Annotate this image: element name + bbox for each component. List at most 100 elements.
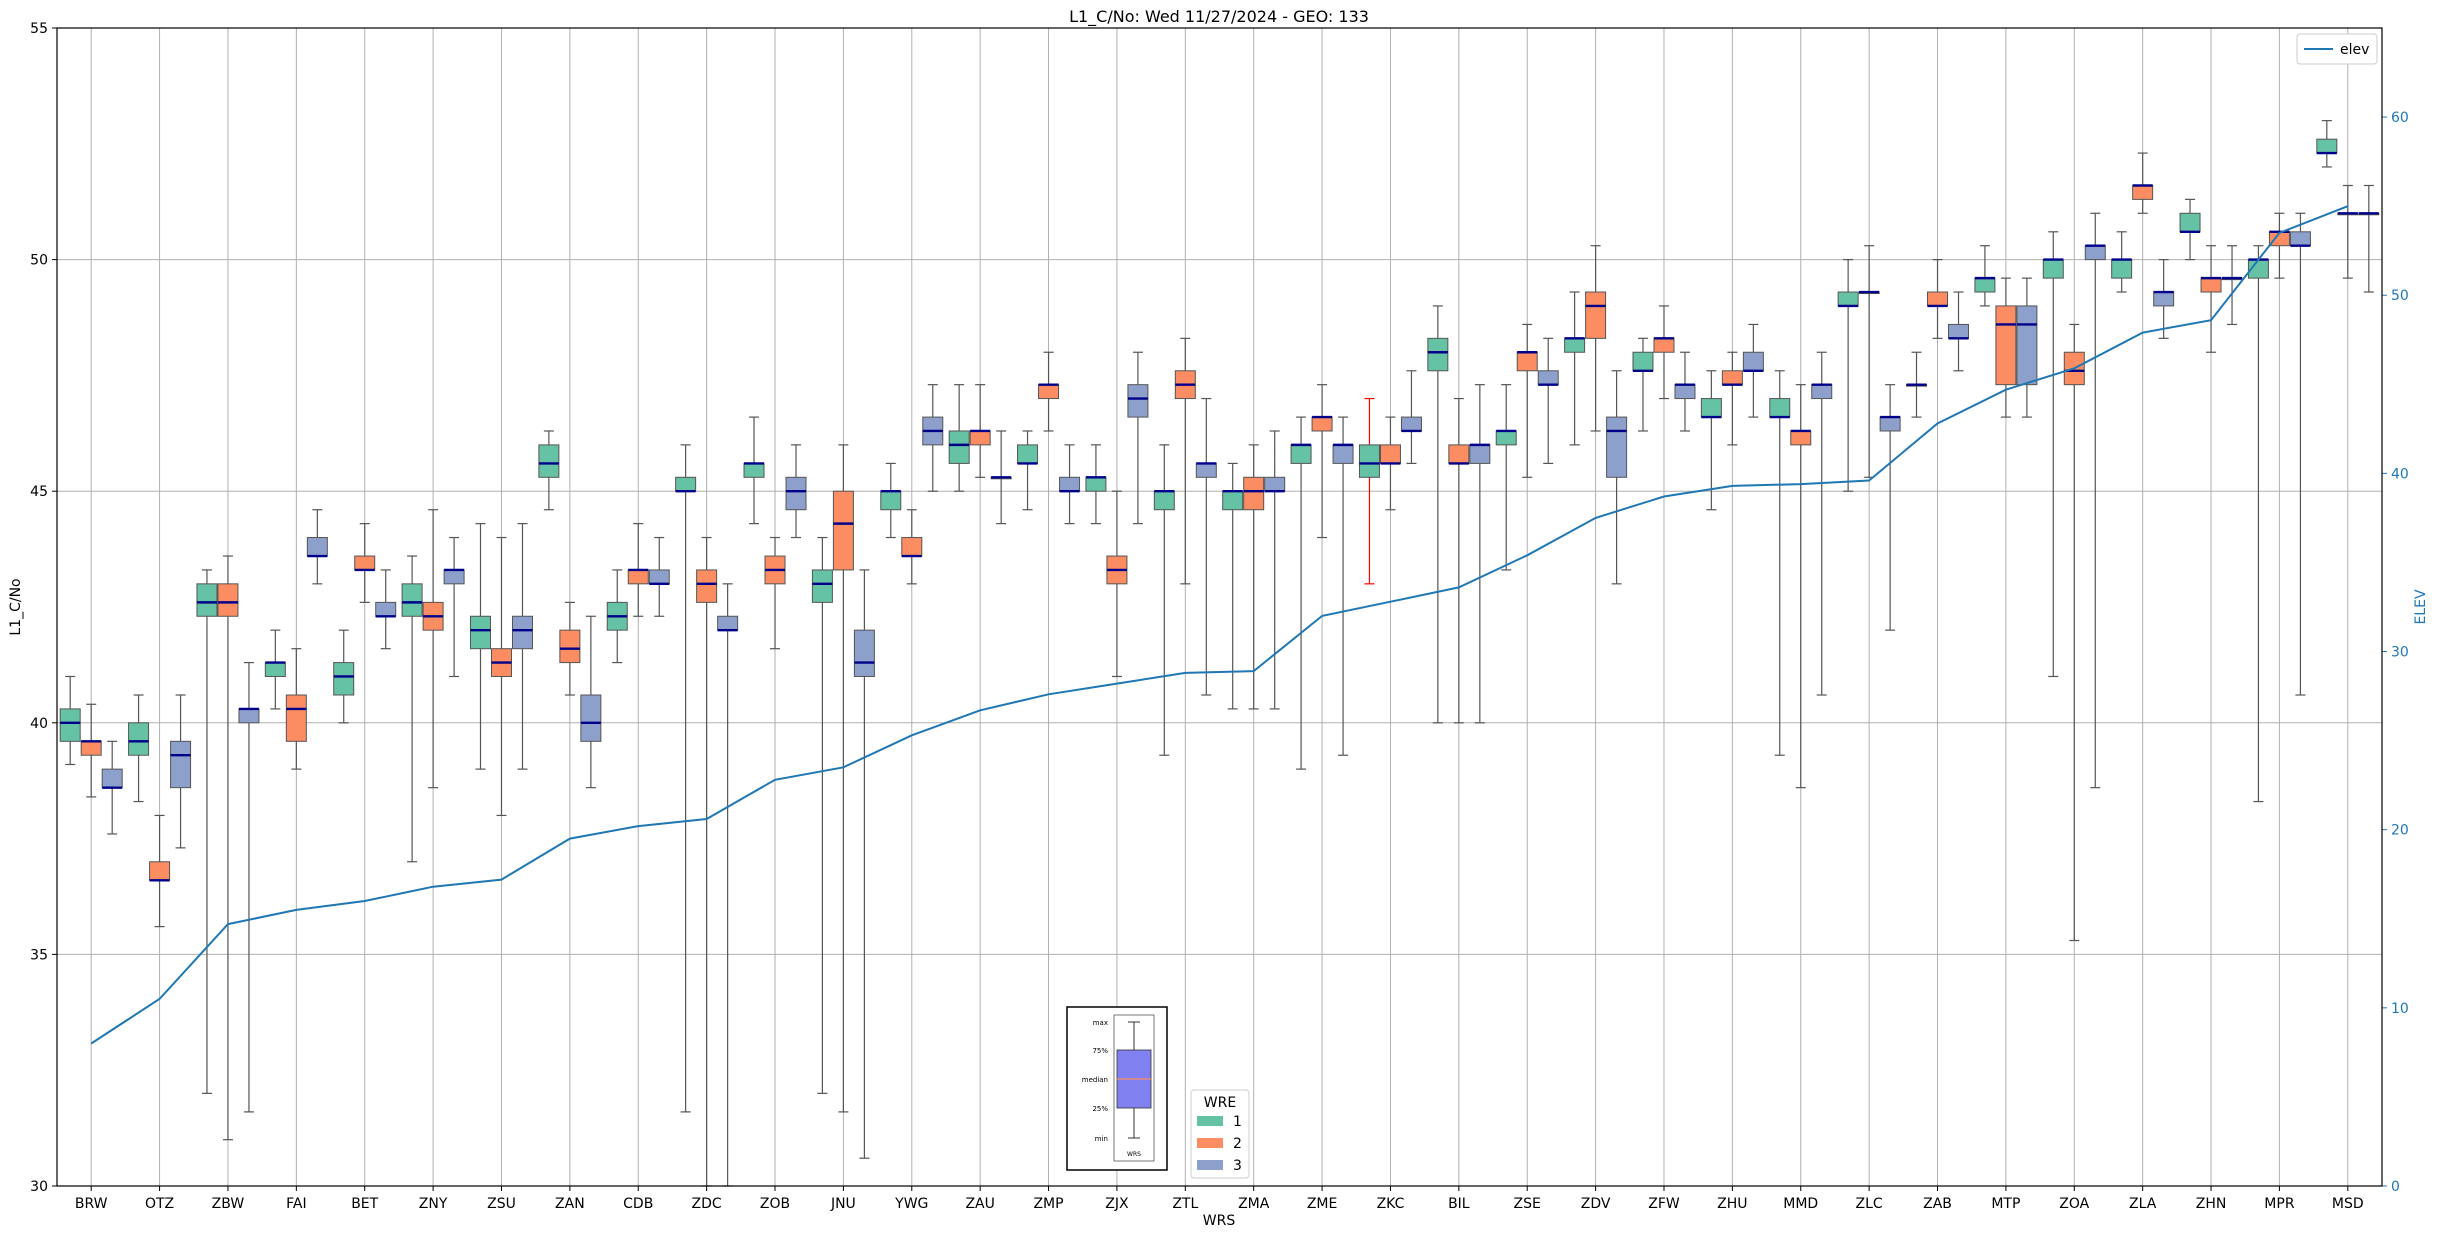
box-iqr	[538, 444, 560, 478]
box-wrs-zfw-wre-3	[1674, 351, 1696, 432]
x-tick-label: ZBW	[212, 1196, 245, 1212]
box-iqr	[1632, 351, 1654, 372]
box-wrs-bil-wre-1	[1427, 305, 1449, 724]
box-wrs-zbw-wre-2	[217, 555, 239, 1141]
box-wrs-msd-wre-1	[2316, 120, 2338, 168]
y2-tick-label: 10	[2391, 1001, 2409, 1017]
key-label-min: min	[1095, 1135, 1108, 1143]
box-wrs-bil-wre-2	[1448, 397, 1470, 724]
box-wrs-zlc-wre-1	[1837, 259, 1859, 492]
x-tick-label: ZME	[1307, 1196, 1338, 1212]
box-iqr	[1358, 444, 1380, 478]
box-iqr	[1995, 305, 2017, 386]
box-iqr	[1537, 370, 1559, 386]
box-wrs-msd-wre-2	[2337, 184, 2359, 279]
box-wrs-fai-wre-2	[285, 648, 307, 770]
y-tick-label: 55	[30, 21, 48, 37]
box-wrs-ztl-wre-2	[1174, 337, 1196, 585]
box-wrs-zla-wre-2	[2132, 152, 2154, 214]
box-wrs-ywg-wre-2	[901, 509, 923, 585]
x-tick-label: ZHN	[2196, 1196, 2227, 1212]
box-iqr	[1379, 444, 1401, 464]
box-wrs-zse-wre-1	[1495, 384, 1517, 571]
box-iqr	[648, 569, 670, 585]
box-wrs-zhu-wre-1	[1700, 370, 1722, 511]
box-wrs-bil-wre-3	[1469, 384, 1491, 724]
key-label-q3: 75%	[1092, 1047, 1108, 1055]
box-iqr	[1564, 337, 1586, 353]
x-tick-label: ZDC	[692, 1196, 722, 1212]
box-iqr	[264, 662, 286, 677]
box-wrs-zsu-wre-3	[511, 523, 533, 770]
box-iqr	[1290, 444, 1312, 464]
box-iqr	[948, 430, 970, 464]
box-iqr	[1469, 444, 1491, 464]
box-wrs-cdb-wre-3	[648, 536, 670, 617]
box-wrs-zny-wre-2	[422, 509, 444, 789]
box-wrs-zan-wre-2	[559, 601, 581, 696]
box-wrs-ztl-wre-1	[1153, 444, 1175, 756]
box-wrs-zma-wre-1	[1222, 462, 1244, 710]
box-iqr	[675, 476, 697, 492]
box-iqr	[101, 768, 123, 789]
x-tick-label: BET	[351, 1196, 378, 1212]
box-wrs-zob-wre-3	[785, 444, 807, 539]
x-tick-label: OTZ	[145, 1196, 174, 1212]
box-iqr	[2016, 305, 2038, 386]
box-layer	[59, 120, 2380, 1187]
x-tick-label: JNU	[830, 1196, 856, 1212]
box-wrs-zhn-wre-2	[2200, 245, 2222, 353]
wre-legend-label-1: 1	[1233, 1114, 1242, 1130]
x-tick-label: MSD	[2332, 1196, 2364, 1212]
box-wrs-zny-wre-3	[443, 536, 465, 678]
box-iqr	[2179, 212, 2201, 233]
box-iqr	[1879, 416, 1901, 432]
box-iqr	[1195, 462, 1217, 478]
box-iqr	[1721, 370, 1743, 386]
box-wrs-zdv-wre-1	[1564, 291, 1586, 446]
box-wrs-zan-wre-3	[580, 615, 602, 789]
x-tick-label: ZJX	[1105, 1196, 1129, 1212]
box-iqr	[901, 537, 923, 557]
box-wrs-zjx-wre-3	[1127, 351, 1149, 525]
box-wrs-zan-wre-1	[538, 430, 560, 511]
box-iqr	[1243, 476, 1265, 511]
y-axis-ticks: 30 35 40 45 50 55	[30, 21, 57, 1195]
elev-line	[90, 205, 2349, 1045]
x-tick-label: BRW	[75, 1196, 108, 1212]
y-axis-label: L1_C/No	[8, 578, 24, 635]
box-wrs-cdb-wre-1	[606, 569, 628, 664]
box-iqr	[696, 569, 718, 603]
box-iqr	[2042, 259, 2064, 279]
wre-legend-frame	[1190, 1089, 1250, 1179]
box-wrs-zjx-wre-2	[1106, 490, 1128, 678]
box-iqr	[1837, 291, 1859, 307]
box-wrs-zme-wre-1	[1290, 416, 1312, 770]
box-wrs-zlc-wre-2	[1858, 245, 1880, 478]
box-iqr	[2132, 184, 2154, 200]
box-iqr	[1311, 416, 1333, 432]
box-wrs-ywg-wre-3	[922, 384, 944, 492]
box-iqr	[2084, 245, 2106, 261]
box-iqr	[627, 569, 649, 585]
box-wrs-bet-wre-2	[354, 523, 376, 603]
wre-legend-label-3: 3	[1233, 1158, 1242, 1174]
x-tick-label: CDB	[623, 1196, 653, 1212]
x-tick-label: ZAN	[555, 1196, 585, 1212]
box-wrs-brw-wre-3	[101, 740, 123, 835]
box-wrs-brw-wre-2	[80, 703, 102, 798]
box-wrs-mmd-wre-1	[1769, 370, 1791, 756]
key-label-median: median	[1082, 1076, 1108, 1084]
x-tick-label: ZKC	[1377, 1196, 1405, 1212]
box-iqr	[238, 708, 260, 724]
box-wrs-zhu-wre-2	[1721, 351, 1743, 446]
box-wrs-zmp-wre-3	[1059, 444, 1081, 525]
box-iqr	[375, 601, 397, 617]
x-tick-label: ZMA	[1238, 1196, 1270, 1212]
box-iqr	[1495, 430, 1517, 446]
x-tick-label: YWG	[894, 1196, 928, 1212]
x-tick-label: BIL	[1448, 1196, 1470, 1212]
key-inner-axes	[1113, 1014, 1155, 1162]
box-wrs-zob-wre-1	[743, 416, 765, 525]
